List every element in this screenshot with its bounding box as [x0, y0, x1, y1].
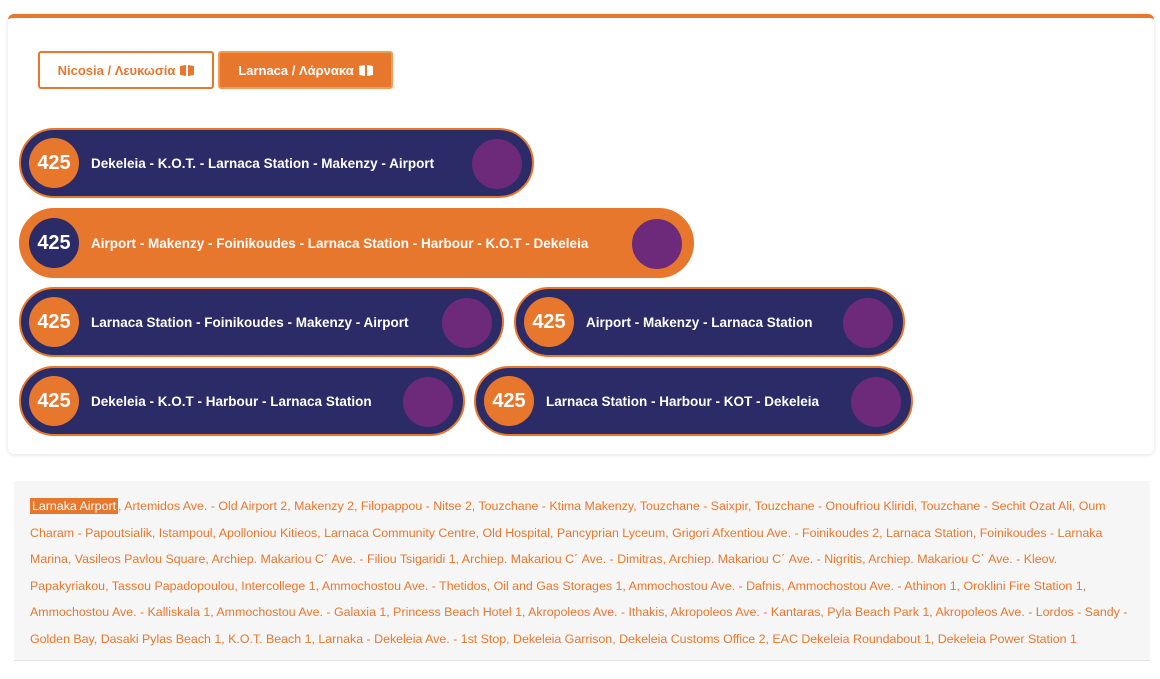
stops-list: Larnaka Airport, Artemidos Ave. - Old Ai… — [30, 493, 1134, 653]
stops-panel: Larnaka Airport, Artemidos Ave. - Old Ai… — [14, 481, 1150, 661]
route-number-badge: 425 — [29, 218, 79, 268]
route-end-circle — [851, 377, 901, 427]
route-end-circle — [403, 377, 453, 427]
book-open-icon — [180, 64, 195, 76]
route-number-badge: 425 — [29, 138, 79, 188]
route-number-badge: 425 — [484, 376, 534, 426]
route-item[interactable]: 425 Dekeleia - K.O.T. - Larnaca Station … — [19, 128, 534, 198]
stops-remaining: , Artemidos Ave. - Old Airport 2, Makenz… — [30, 499, 1128, 646]
tab-larnaca[interactable]: Larnaca / Λάρνακα — [218, 51, 393, 89]
route-item[interactable]: 425 Larnaca Station - Foinikoudes - Make… — [19, 287, 504, 357]
book-open-icon — [358, 64, 373, 76]
route-label: Airport - Makenzy - Foinikoudes - Larnac… — [91, 235, 589, 251]
route-item[interactable]: 425 Dekeleia - K.O.T - Harbour - Larnaca… — [19, 366, 465, 436]
route-label: Larnaca Station - Foinikoudes - Makenzy … — [91, 314, 409, 330]
route-label: Larnaca Station - Harbour - KOT - Dekele… — [546, 393, 820, 409]
route-item[interactable]: 425 Airport - Makenzy - Larnaca Station — [514, 287, 905, 357]
current-stop[interactable]: Larnaka Airport — [30, 498, 119, 514]
tab-label: Nicosia / Λευκωσία — [57, 62, 176, 78]
route-number-badge: 425 — [29, 376, 79, 426]
route-end-circle — [472, 139, 522, 189]
route-label: Airport - Makenzy - Larnaca Station — [586, 314, 813, 330]
route-number-badge: 425 — [29, 297, 79, 347]
route-number-badge: 425 — [524, 297, 574, 347]
tab-label: Larnaca / Λάρνακα — [238, 62, 354, 78]
route-label: Dekeleia - K.O.T. - Larnaca Station - Ma… — [91, 155, 435, 171]
route-end-circle — [632, 219, 682, 269]
tab-nicosia[interactable]: Nicosia / Λευκωσία — [38, 51, 214, 89]
route-end-circle — [442, 298, 492, 348]
route-item-selected[interactable]: 425 Airport - Makenzy - Foinikoudes - La… — [19, 208, 694, 278]
route-item[interactable]: 425 Larnaca Station - Harbour - KOT - De… — [474, 366, 913, 436]
routes-card: Nicosia / Λευκωσία Larnaca / Λάρνακα 425… — [8, 14, 1154, 454]
route-end-circle — [843, 298, 893, 348]
route-label: Dekeleia - K.O.T - Harbour - Larnaca Sta… — [91, 393, 372, 409]
